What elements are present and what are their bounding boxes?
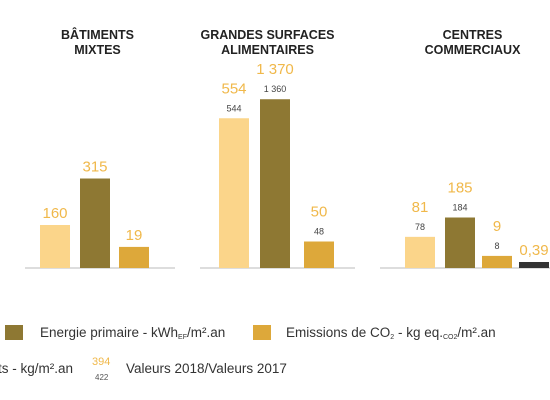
data-label-2017: 48	[314, 227, 324, 237]
data-label-2018: 19	[126, 227, 143, 244]
data-label-2017: 78	[415, 222, 425, 232]
group-title: BÂTIMENTS MIXTES	[61, 28, 134, 57]
data-label-2018: 81	[412, 199, 429, 216]
bar-light	[405, 236, 435, 268]
legend-label-dechets: ts - kg/m².an	[0, 361, 74, 376]
data-label-2018: 315	[82, 159, 107, 176]
bar-gold	[482, 255, 512, 268]
data-label-2018: 160	[42, 205, 67, 222]
group-title: GRANDES SURFACES ALIMENTAIRES	[200, 28, 335, 57]
legend-label-energie: Energie primaire - kWhEF/m².an	[40, 325, 226, 341]
bar-dark	[519, 262, 549, 268]
data-label-2017: 8	[494, 241, 499, 251]
data-label-2018: 185	[447, 180, 472, 197]
bar-light	[219, 118, 249, 268]
legend-example-2018: 394	[92, 356, 111, 368]
data-label-2018: 0,39	[519, 242, 548, 259]
bar-olive	[80, 178, 110, 268]
bar-gold	[304, 241, 334, 268]
data-label-2018: 1 370	[256, 61, 294, 78]
data-label-2017: 544	[226, 103, 241, 113]
legend-swatch-energie	[5, 325, 23, 340]
legend-example-label: Valeurs 2018/Valeurs 2017	[126, 361, 287, 376]
legend-example: 394 422 Valeurs 2018/Valeurs 2017	[88, 356, 328, 388]
legend-label-emissions: Emissions de CO2 - kg eq.CO2/m².an	[286, 325, 496, 341]
legend-energie: Energie primaire - kWhEF/m².an	[0, 325, 260, 343]
data-label-2018: 554	[221, 80, 246, 97]
legend-example-2017: 422	[95, 373, 109, 382]
data-label-2018: 9	[493, 218, 501, 235]
legend-swatch-emissions	[253, 325, 271, 340]
bar-olive	[260, 99, 290, 269]
bar-gold	[119, 246, 149, 268]
group-title: CENTRES COMMERCIAUX	[424, 28, 521, 57]
data-label-2018: 50	[311, 204, 328, 221]
data-label-2017: 1 360	[264, 84, 287, 94]
bar-olive	[445, 217, 475, 268]
legend-emissions: Emissions de CO2 - kg eq.CO2/m².an	[250, 325, 550, 343]
data-label-2017: 184	[452, 203, 467, 213]
bar-light	[40, 225, 70, 268]
legend-dechets: ts - kg/m².an	[0, 361, 90, 379]
